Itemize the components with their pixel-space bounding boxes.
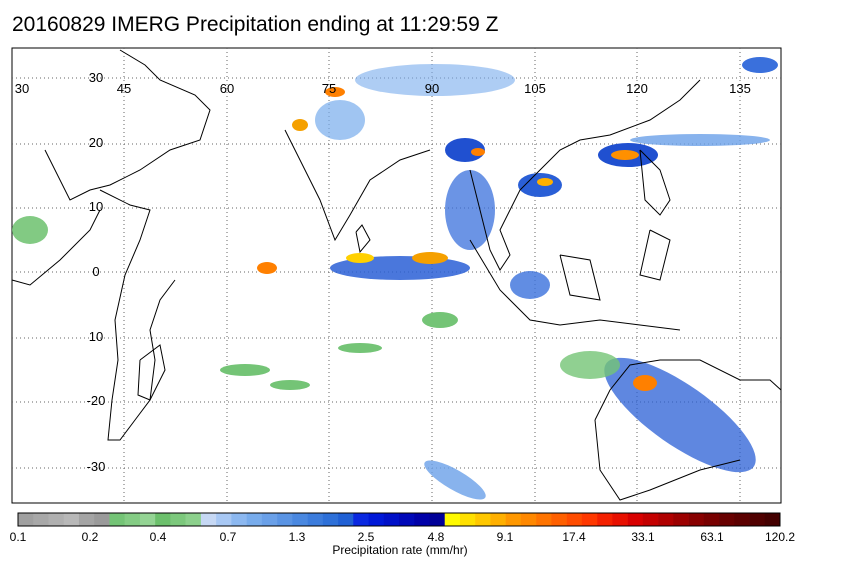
colorbar-swatch: [139, 513, 156, 526]
lon-label: 120: [626, 81, 648, 96]
colorbar-swatch: [719, 513, 735, 526]
colorbar-swatch: [338, 513, 354, 526]
colorbar-swatch: [383, 513, 400, 526]
colorbar-swatch: [520, 513, 537, 526]
colorbar-swatch: [78, 513, 95, 526]
colorbar-swatch: [688, 513, 705, 526]
colorbar-swatch: [475, 513, 491, 526]
colorbar-swatch: [200, 513, 217, 526]
colorbar-swatch: [33, 513, 49, 526]
colorbar-swatch: [536, 513, 552, 526]
colorbar-tick: 4.8: [427, 530, 445, 544]
colorbar-swatch: [566, 513, 583, 526]
colorbar-tick: 17.4: [562, 530, 586, 544]
longitude-labels: 30 45 60 75 90 105 120 135: [15, 81, 751, 96]
colorbar-tick: 2.5: [357, 530, 375, 544]
colorbar-title: Precipitation rate (mm/hr): [332, 543, 468, 557]
colorbar-swatch: [155, 513, 171, 526]
colorbar-swatch: [307, 513, 324, 526]
colorbar-swatch: [505, 513, 522, 526]
colorbar-swatch: [612, 513, 628, 526]
colorbar-swatch: [734, 513, 750, 526]
coastlines: [11, 49, 782, 501]
lon-label: 60: [220, 81, 234, 96]
colorbar-tick: 9.1: [496, 530, 514, 544]
colorbar-swatch: [490, 513, 506, 526]
lat-label: -30: [87, 459, 106, 474]
colorbar-swatch: [18, 513, 34, 526]
colorbar-tick: 0.4: [149, 530, 167, 544]
lon-label: 105: [524, 81, 546, 96]
colorbar-swatch: [353, 513, 369, 526]
colorbar-swatch: [658, 513, 674, 526]
colorbar-swatch: [48, 513, 65, 526]
colorbar-swatch: [277, 513, 293, 526]
lon-label: 45: [117, 81, 131, 96]
colorbar-swatch: [231, 513, 247, 526]
colorbar-swatch: [703, 513, 720, 526]
colorbar-tick: 0.1: [9, 530, 27, 544]
colorbar-swatch: [414, 513, 430, 526]
colorbar-tick: 120.2: [764, 530, 796, 544]
colorbar-swatch: [322, 513, 339, 526]
colorbar-swatch: [124, 513, 141, 526]
colorbar-border: [17, 512, 781, 527]
lon-label: 75: [322, 81, 336, 96]
colorbar-swatch: [170, 513, 186, 526]
latitude-labels: 30 20 10 0 10 -20 -30: [87, 70, 106, 474]
lon-label: 30: [15, 81, 29, 96]
colorbar-swatch: [673, 513, 689, 526]
colorbar-swatch: [246, 513, 263, 526]
colorbar-swatch: [627, 513, 644, 526]
colorbar-swatch: [642, 513, 659, 526]
map-title: 20160829 IMERG Precipitation ending at 1…: [12, 13, 499, 36]
colorbar-swatch: [444, 513, 461, 526]
colorbar-swatch: [292, 513, 308, 526]
precipitation-areas: [12, 57, 778, 500]
lat-label: 0: [92, 264, 99, 279]
lat-label: 10: [89, 329, 103, 344]
lat-label: -20: [87, 393, 106, 408]
colorbar-tick: 0.7: [219, 530, 237, 544]
colorbar-swatch: [551, 513, 567, 526]
colorbar-swatch: [109, 513, 125, 526]
colorbar-swatch: [597, 513, 613, 526]
colorbar-swatch: [185, 513, 202, 526]
colorbar-swatch: [429, 513, 446, 526]
colorbar-swatch: [216, 513, 232, 526]
colorbar-tick: 63.1: [700, 530, 724, 544]
lat-label: 20: [89, 135, 103, 150]
colorbar-swatch: [63, 513, 80, 526]
colorbar-swatch: [94, 513, 110, 526]
lon-label: 90: [425, 81, 439, 96]
colorbar-swatch: [368, 513, 385, 526]
lon-label: 135: [729, 81, 751, 96]
lat-label: 10: [89, 199, 103, 214]
colorbar-swatch: [749, 513, 766, 526]
colorbar-tick: 0.2: [81, 530, 99, 544]
colorbar-swatch: [764, 513, 781, 526]
colorbar: [17, 512, 781, 527]
colorbar-swatch: [459, 513, 476, 526]
lat-label: 30: [89, 70, 103, 85]
colorbar-tick: 33.1: [631, 530, 655, 544]
colorbar-tick: 1.3: [288, 530, 306, 544]
colorbar-swatch: [261, 513, 278, 526]
colorbar-swatch: [581, 513, 598, 526]
colorbar-swatch: [399, 513, 415, 526]
